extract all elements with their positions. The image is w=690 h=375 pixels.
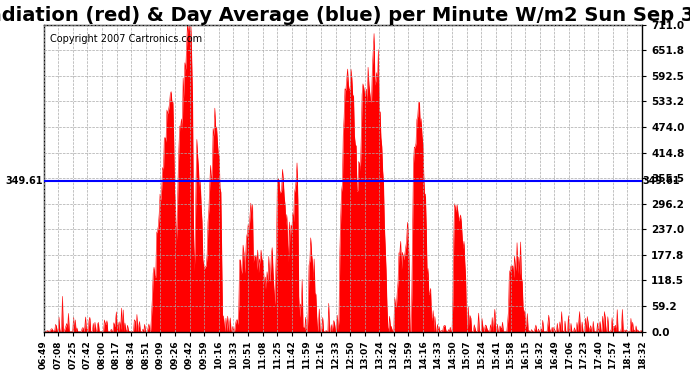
Title: Solar Radiation (red) & Day Average (blue) per Minute W/m2 Sun Sep 30 18:32: Solar Radiation (red) & Day Average (blu… bbox=[0, 6, 690, 24]
Text: 349.61: 349.61 bbox=[642, 176, 680, 186]
Text: 349.61: 349.61 bbox=[6, 176, 43, 186]
Text: Copyright 2007 Cartronics.com: Copyright 2007 Cartronics.com bbox=[50, 34, 201, 44]
